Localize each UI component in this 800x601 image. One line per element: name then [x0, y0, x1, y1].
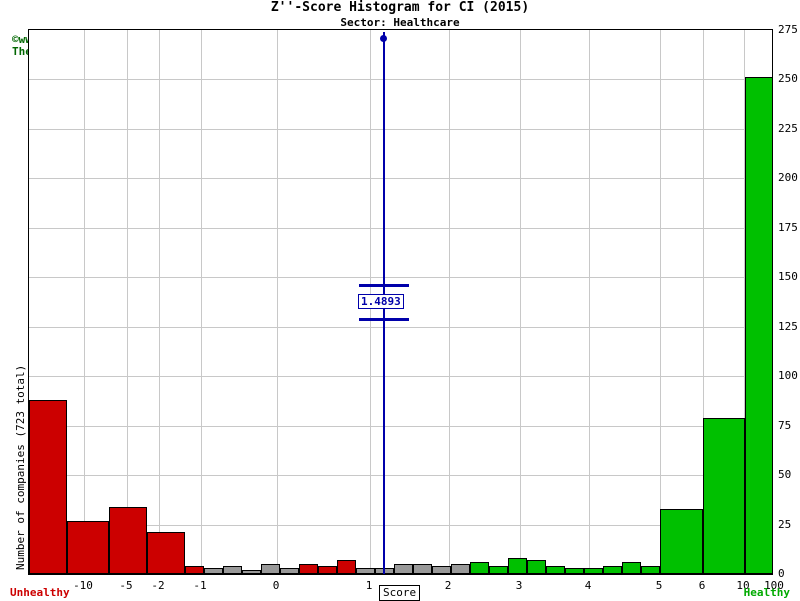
- x-tick-label: 100: [764, 579, 784, 592]
- gridline-vertical: [660, 30, 661, 574]
- x-tick-label: 1: [365, 579, 373, 592]
- score-marker-dot: [380, 35, 387, 42]
- histogram-bar: [147, 532, 185, 574]
- histogram-bar: [584, 568, 603, 574]
- histogram-bar: [527, 560, 546, 574]
- gridline-horizontal: [29, 525, 772, 526]
- y-tick-label: 50: [778, 468, 792, 482]
- unhealthy-label: Unhealthy: [10, 586, 70, 599]
- y-tick-label: 275: [778, 23, 798, 36]
- score-marker-cap: [359, 284, 409, 287]
- score-marker-value: 1.4893: [358, 294, 404, 309]
- histogram-bar: [565, 568, 584, 574]
- x-tick-label: 5: [655, 579, 663, 592]
- gridline-horizontal: [29, 79, 772, 80]
- histogram-bar: [394, 564, 413, 574]
- gridline-vertical: [449, 30, 450, 574]
- x-tick-label: 3: [515, 579, 523, 592]
- y-tick-label: 225: [778, 121, 798, 135]
- histogram-bar: [660, 509, 703, 574]
- histogram-bar: [546, 566, 565, 574]
- gridline-vertical: [201, 30, 202, 574]
- y-tick-label: 250: [778, 72, 798, 86]
- histogram-bar: [432, 566, 451, 574]
- histogram-bar: [508, 558, 527, 574]
- y-axis-title: Number of companies (723 total): [14, 364, 27, 570]
- x-tick-label: -2: [151, 579, 165, 592]
- histogram-bar: [622, 562, 641, 574]
- y-tick-label: 75: [778, 418, 792, 432]
- y-tick-label: 150: [778, 270, 798, 284]
- histogram-bar: [299, 564, 318, 574]
- x-tick-label: -10: [73, 579, 93, 592]
- x-tick-label: -5: [119, 579, 133, 592]
- histogram-bar: [204, 568, 223, 574]
- histogram-bar: [223, 566, 242, 574]
- y-tick-label: 25: [778, 517, 792, 531]
- histogram-bar: [337, 560, 356, 574]
- gridline-vertical: [84, 30, 85, 574]
- y-tick-label: 125: [778, 319, 798, 333]
- y-tick-label: 200: [778, 171, 798, 185]
- histogram-bar: [451, 564, 470, 574]
- gridline-horizontal: [29, 277, 772, 278]
- histogram-bar: [489, 566, 508, 574]
- gridline-vertical: [277, 30, 278, 574]
- gridline-horizontal: [29, 426, 772, 427]
- y-tick-label: 0: [778, 567, 785, 580]
- gridline-horizontal: [29, 129, 772, 130]
- y-tick-label: 175: [778, 220, 798, 234]
- gridline-horizontal: [29, 475, 772, 476]
- histogram-bar: [745, 77, 772, 574]
- x-tick-label: 6: [698, 579, 706, 592]
- histogram-bar: [318, 566, 337, 574]
- gridline-vertical: [744, 30, 745, 574]
- gridline-vertical: [159, 30, 160, 574]
- healthy-label: Healthy: [743, 586, 790, 599]
- x-tick-label: 0: [272, 579, 280, 592]
- plot-area: 1.4893: [28, 29, 773, 575]
- histogram-bar: [280, 568, 299, 574]
- histogram-bar: [185, 566, 204, 574]
- chart-title: Z''-Score Histogram for CI (2015): [270, 0, 530, 15]
- y-tick-label: 100: [778, 369, 798, 383]
- histogram-bar: [29, 400, 67, 574]
- histogram-bar: [641, 566, 660, 574]
- gridline-vertical: [127, 30, 128, 574]
- x-axis-title: Score: [379, 585, 421, 601]
- chart-subtitle: Sector: Healthcare: [340, 16, 460, 29]
- histogram-bar: [109, 507, 147, 574]
- histogram-bar: [356, 568, 375, 574]
- gridline-vertical: [703, 30, 704, 574]
- x-tick-label: 4: [584, 579, 592, 592]
- histogram-bar: [242, 570, 261, 574]
- gridline-horizontal: [29, 376, 772, 377]
- histogram-bar: [703, 418, 745, 574]
- histogram-bar: [413, 564, 432, 574]
- gridline-horizontal: [29, 178, 772, 179]
- gridline-vertical: [520, 30, 521, 574]
- histogram-bar: [261, 564, 280, 574]
- gridline-horizontal: [29, 327, 772, 328]
- x-tick-label: 10: [736, 579, 750, 592]
- score-marker-cap: [359, 318, 409, 321]
- histogram-bar: [67, 521, 109, 574]
- x-tick-label: -1: [193, 579, 207, 592]
- histogram-bar: [470, 562, 489, 574]
- gridline-vertical: [589, 30, 590, 574]
- x-tick-label: 2: [444, 579, 452, 592]
- histogram-bar: [603, 566, 622, 574]
- gridline-horizontal: [29, 228, 772, 229]
